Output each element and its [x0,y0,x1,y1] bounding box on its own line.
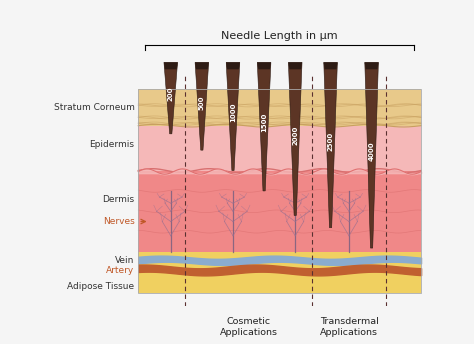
Text: 1500: 1500 [261,113,267,132]
Polygon shape [288,63,302,215]
Text: 500: 500 [199,95,205,110]
Polygon shape [288,63,302,69]
Polygon shape [365,63,378,248]
Text: 200: 200 [168,87,174,101]
Text: 1000: 1000 [230,103,236,122]
Text: Epidermis: Epidermis [90,140,135,149]
Bar [138,252,421,293]
Polygon shape [257,63,271,69]
Polygon shape [324,63,337,69]
Text: Vein: Vein [115,256,135,265]
Text: Artery: Artery [106,266,135,276]
Text: Transdermal
Applications: Transdermal Applications [319,317,378,337]
Polygon shape [164,63,178,69]
Polygon shape [164,63,178,134]
Text: Cosmetic
Applications: Cosmetic Applications [219,317,278,337]
Text: 2500: 2500 [328,131,334,151]
Text: 4000: 4000 [369,141,374,161]
Bar [138,171,421,252]
Polygon shape [195,63,209,69]
Polygon shape [324,63,337,228]
Text: Needle Length in μm: Needle Length in μm [221,31,338,41]
Polygon shape [195,63,209,150]
Polygon shape [226,63,240,171]
Bar [138,89,421,293]
Polygon shape [365,63,378,69]
Text: Dermis: Dermis [102,195,135,204]
Bar [138,89,421,126]
Text: Stratum Corneum: Stratum Corneum [54,103,135,112]
Text: 2000: 2000 [292,125,298,145]
Text: Adipose Tissue: Adipose Tissue [67,282,135,291]
Polygon shape [257,63,271,191]
Text: Nerves: Nerves [103,217,135,226]
Bar [138,126,421,171]
Polygon shape [226,63,240,69]
